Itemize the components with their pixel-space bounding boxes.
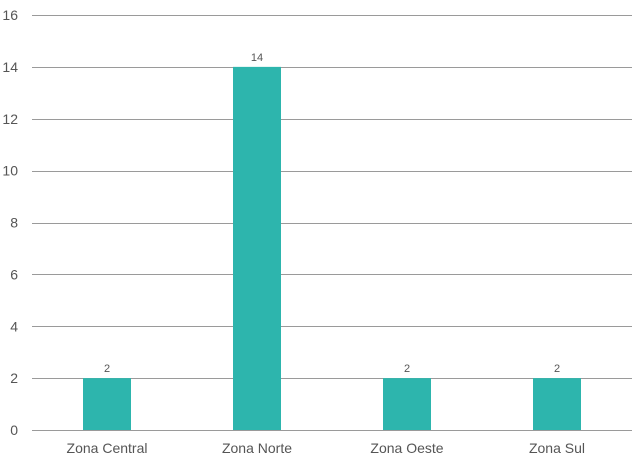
y-tick-label: 8 [10, 215, 18, 231]
y-tick-label: 0 [10, 422, 18, 438]
y-tick-label: 14 [2, 59, 18, 75]
x-axis-category-labels: Zona Central Zona Norte Zona Oeste Zona Sul [67, 440, 585, 456]
bar [533, 378, 581, 430]
x-category-label: Zona Norte [222, 440, 292, 456]
bar-value-label: 2 [404, 363, 410, 375]
y-tick-label: 16 [2, 7, 18, 23]
y-axis-tick-labels: 0 2 4 6 8 10 12 14 16 [2, 7, 18, 438]
y-tick-label: 6 [10, 266, 18, 282]
bars [83, 66, 581, 430]
y-tick-label: 2 [10, 370, 18, 386]
data-labels: 2 14 2 2 [104, 52, 560, 375]
bar-value-label: 2 [104, 363, 110, 375]
gridlines [32, 15, 632, 431]
x-category-label: Zona Sul [529, 440, 585, 456]
y-tick-label: 10 [2, 163, 18, 179]
x-category-label: Zona Oeste [370, 440, 443, 456]
bar [83, 378, 131, 430]
x-category-label: Zona Central [67, 440, 148, 456]
y-tick-label: 4 [10, 318, 18, 334]
bar [233, 66, 281, 430]
y-tick-label: 12 [2, 111, 18, 127]
bar [383, 378, 431, 430]
bar-value-label: 14 [251, 52, 263, 64]
bar-value-label: 2 [554, 363, 560, 375]
